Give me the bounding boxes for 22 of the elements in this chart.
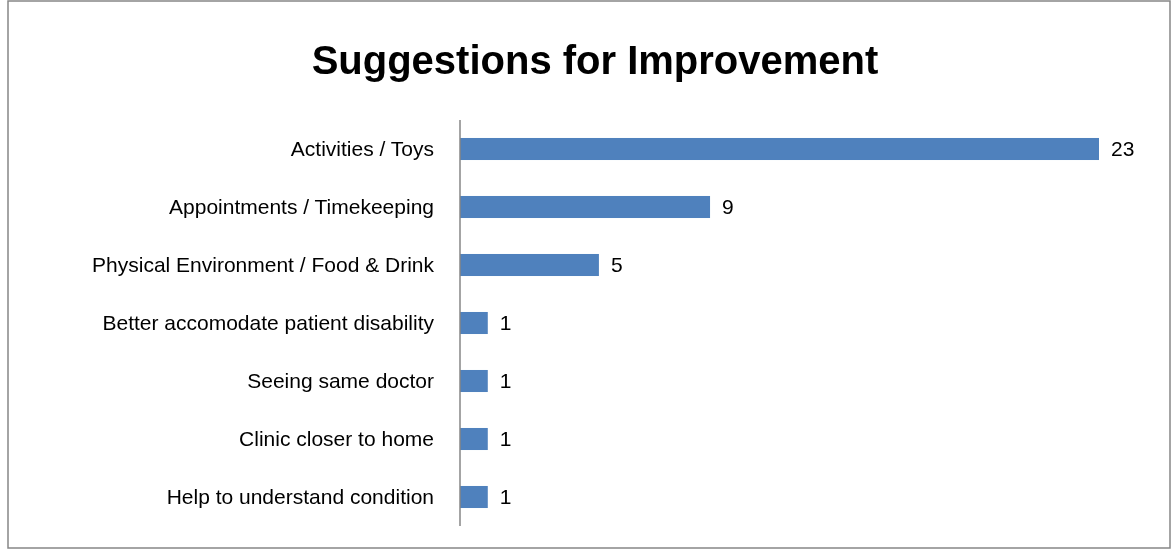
- data-label: 1: [499, 427, 512, 451]
- y-tick-label: Better accomodate patient disability: [102, 311, 435, 335]
- bar: [460, 427, 488, 451]
- bar: [460, 311, 488, 335]
- y-tick-label: Seeing same doctor: [247, 369, 434, 393]
- bar: [460, 369, 488, 393]
- y-tick-label: Appointments / Timekeeping: [169, 195, 434, 219]
- y-tick-label: Physical Environment / Food & Drink: [92, 253, 435, 277]
- data-label: 1: [499, 311, 512, 335]
- data-label: 9: [722, 195, 734, 219]
- data-label: 23: [1111, 137, 1135, 161]
- y-tick-label: Activities / Toys: [290, 137, 434, 161]
- data-label: 1: [499, 369, 512, 393]
- data-label: 5: [610, 253, 623, 277]
- bar: [460, 253, 599, 277]
- bar: [460, 195, 711, 219]
- bar: [460, 485, 488, 509]
- bar: [460, 137, 1099, 161]
- data-label: 1: [499, 485, 512, 509]
- y-tick-label: Help to understand condition: [166, 485, 434, 509]
- y-tick-label: Clinic closer to home: [239, 427, 434, 451]
- chart-title: Suggestions for Improvement: [311, 38, 879, 82]
